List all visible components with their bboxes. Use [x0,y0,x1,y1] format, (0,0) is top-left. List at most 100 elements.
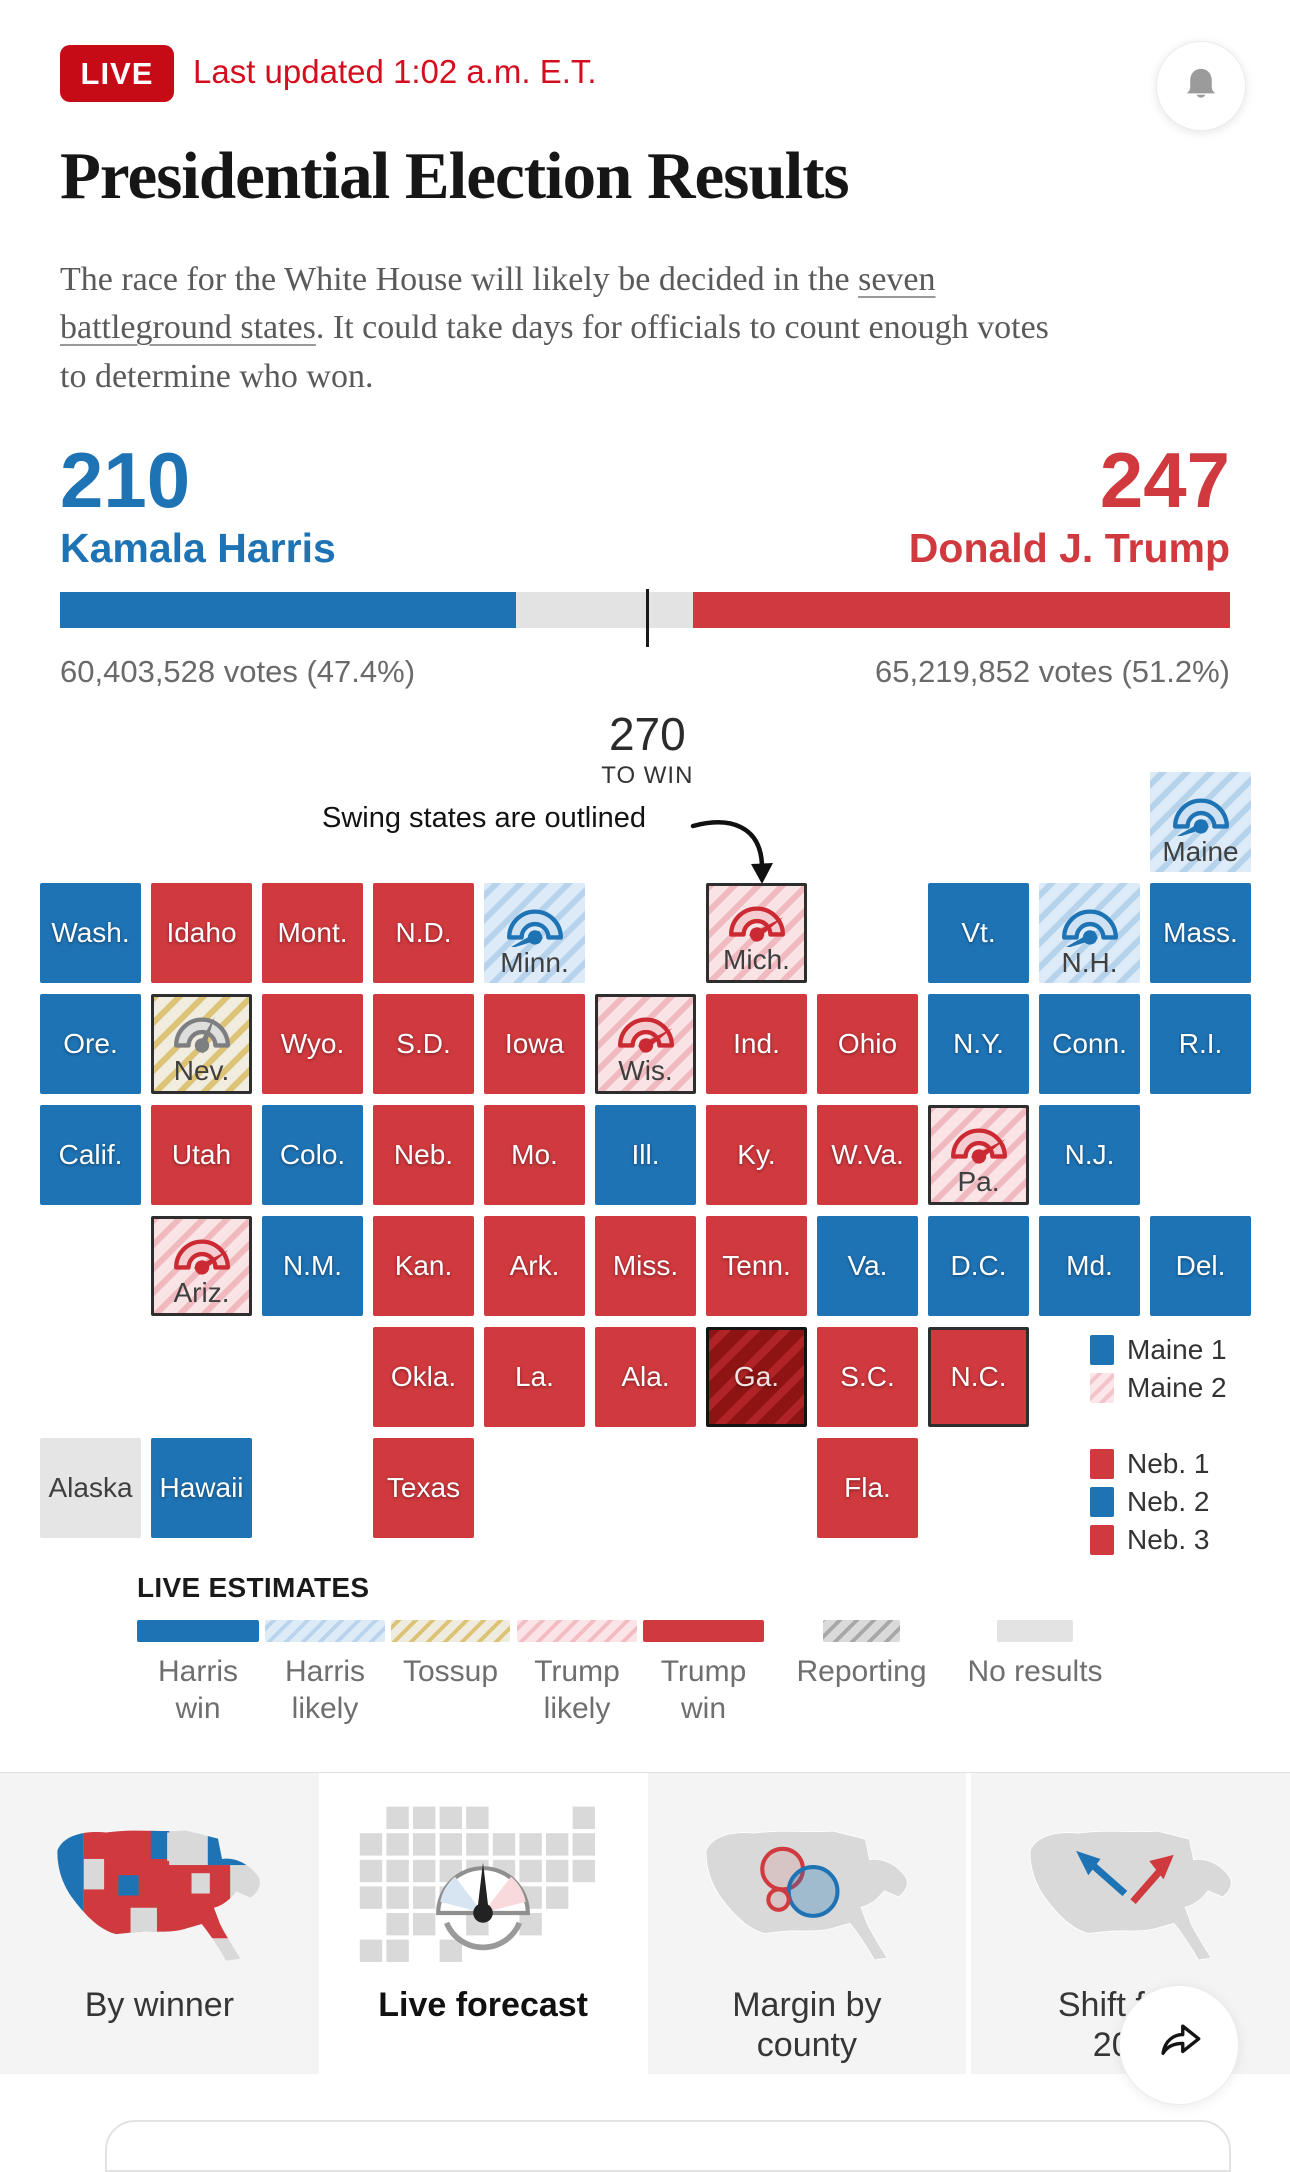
state-cell-sc[interactable]: S.C. [817,1327,918,1427]
state-cell-md[interactable]: Md. [1039,1216,1140,1316]
state-cell-nh[interactable]: N.H. [1039,883,1140,983]
harris-bar-segment [60,592,517,628]
state-cell-utah[interactable]: Utah [151,1105,252,1205]
last-updated-text: Last updated 1:02 a.m. E.T. [193,53,597,90]
estimate-legend-harris-likely: Harris likely [265,1620,385,1727]
state-label: Texas [386,1472,461,1503]
state-label: Ga. [733,1361,780,1392]
state-cell-kan[interactable]: Kan. [373,1216,474,1316]
state-cell-calif[interactable]: Calif. [40,1105,141,1205]
state-label: Miss. [612,1250,679,1281]
state-cell-ny[interactable]: N.Y. [928,994,1029,1094]
state-cell-wis[interactable]: Wis. [595,994,696,1094]
legend-swatch [517,1620,637,1642]
state-cell-colo[interactable]: Colo. [262,1105,363,1205]
to-win-tick [645,589,649,647]
state-cell-vt[interactable]: Vt. [928,883,1029,983]
state-cell-miss[interactable]: Miss. [595,1216,696,1316]
state-label: Nev. [173,1055,230,1086]
harris-electoral-votes: 210 [60,436,191,524]
legend-swatch [643,1620,764,1642]
electoral-map: Swing states are outlined Maine Wash. Idah… [40,772,1252,1562]
state-cell-ariz[interactable]: Ariz. [151,1216,252,1316]
state-cell-nj[interactable]: N.J. [1039,1105,1140,1205]
tab-live-forecast[interactable]: Live forecast [323,1773,643,2074]
share-button[interactable] [1119,1985,1239,2105]
estimate-legend-no-results: No results [967,1620,1103,1690]
harris-popular-votes: 60,403,528 votes (47.4%) [60,654,416,689]
state-cell-mo[interactable]: Mo. [484,1105,585,1205]
state-cell-mass[interactable]: Mass. [1150,883,1251,983]
state-cell-texas[interactable]: Texas [373,1438,474,1538]
blue-gauge-icon [505,909,563,947]
state-label: Minn. [500,947,569,978]
state-cell-ala[interactable]: Ala. [595,1327,696,1427]
state-cell-ill[interactable]: Ill. [595,1105,696,1205]
state-label: W.Va. [831,1139,904,1170]
electoral-scoreboard: 210 Kamala Harris 247 Donald J. Trump 60… [60,436,1230,789]
state-label: N.D. [395,917,452,948]
state-cell-ark[interactable]: Ark. [484,1216,585,1316]
blue-gauge-icon [1171,798,1229,836]
state-cell-wva[interactable]: W.Va. [817,1105,918,1205]
state-cell-okla[interactable]: Okla. [373,1327,474,1427]
state-cell-minn[interactable]: Minn. [484,883,585,983]
state-label: Ariz. [173,1277,230,1308]
maine-legend-entry: Maine 1 [1090,1334,1227,1366]
state-cell-pa[interactable]: Pa. [928,1105,1029,1205]
state-label: Md. [1066,1250,1113,1281]
state-cell-conn[interactable]: Conn. [1039,994,1140,1094]
to-win-marker: 270 TO WIN [601,710,693,790]
state-cell-ga[interactable]: Ga. [706,1327,807,1427]
state-cell-la[interactable]: La. [484,1327,585,1427]
state-cell-wyo[interactable]: Wyo. [262,994,363,1094]
state-cell-ore[interactable]: Ore. [40,994,141,1094]
tab-by-winner[interactable]: By winner [0,1773,319,2074]
state-label: N.H. [1061,947,1118,978]
state-cell-ky[interactable]: Ky. [706,1105,807,1205]
battleground-states-link[interactable]: seven battleground states [60,261,936,347]
state-cell-ri[interactable]: R.I. [1150,994,1251,1094]
state-label: Va. [847,1250,888,1281]
estimate-legend-harris-win: Harris win [137,1620,259,1727]
state-label: Mont. [277,917,348,948]
state-cell-idaho[interactable]: Idaho [151,883,252,983]
state-cell-del[interactable]: Del. [1150,1216,1251,1316]
bottom-card[interactable] [105,2120,1231,2172]
state-label: Fla. [844,1472,891,1503]
state-label: Ind. [733,1028,780,1059]
estimate-legend-reporting: Reporting [796,1620,927,1690]
state-cell-dc[interactable]: D.C. [928,1216,1029,1316]
state-cell-nev[interactable]: Nev. [151,994,252,1094]
state-cell-maine[interactable]: Maine [1150,772,1251,872]
state-cell-mont[interactable]: Mont. [262,883,363,983]
red-gauge-icon [173,1239,230,1275]
state-cell-fla[interactable]: Fla. [817,1438,918,1538]
estimate-legend-trump-likely: Trump likely [517,1620,637,1727]
notifications-button[interactable] [1156,41,1246,131]
state-cell-sd[interactable]: S.D. [373,994,474,1094]
trump-electoral-votes: 247 [1099,436,1230,524]
state-cell-hawaii[interactable]: Hawaii [151,1438,252,1538]
state-cell-ohio[interactable]: Ohio [817,994,918,1094]
state-cell-iowa[interactable]: Iowa [484,994,585,1094]
tab-label: Margin by county [732,1986,882,2064]
state-cell-wash[interactable]: Wash. [40,883,141,983]
state-cell-nc[interactable]: N.C. [928,1327,1029,1427]
share-icon [1149,2013,1209,2078]
state-cell-ind[interactable]: Ind. [706,994,807,1094]
red-gauge-icon [617,1017,674,1053]
estimate-legend-trump-win: Trump win [643,1620,764,1727]
state-cell-nm[interactable]: N.M. [262,1216,363,1316]
state-cell-tenn[interactable]: Tenn. [706,1216,807,1316]
state-cell-nd[interactable]: N.D. [373,883,474,983]
state-cell-mich[interactable]: Mich. [706,883,807,983]
state-label: Iowa [504,1028,565,1059]
state-cell-neb[interactable]: Neb. [373,1105,474,1205]
state-cell-alaska[interactable]: Alaska [40,1438,141,1538]
tab-margin-by-county[interactable]: Margin by county [647,1773,967,2074]
electoral-vote-bar [60,589,1230,647]
legend-swatch [391,1620,510,1642]
legend-label: Neb. 1 [1127,1448,1210,1479]
state-cell-va[interactable]: Va. [817,1216,918,1316]
